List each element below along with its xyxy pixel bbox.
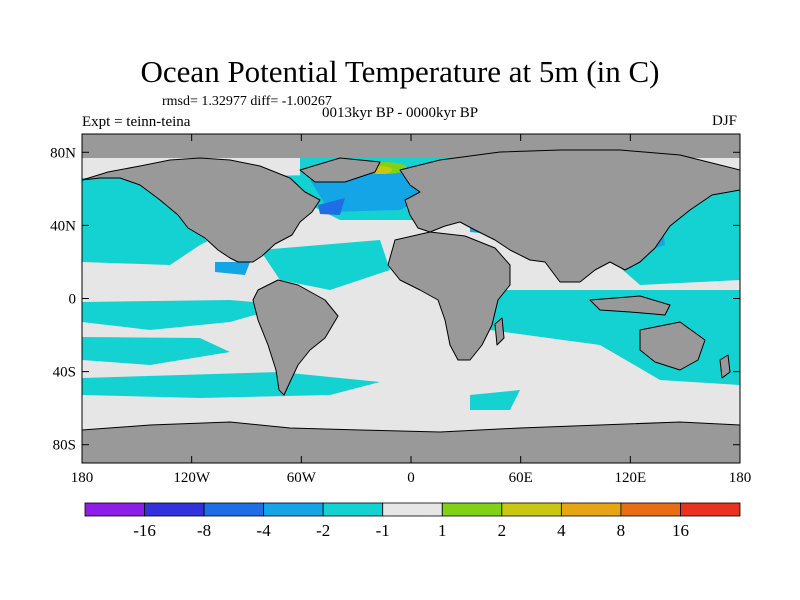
- colorbar-level-label: -2: [316, 521, 330, 540]
- x-tick-label: 180: [71, 470, 94, 486]
- x-tick-label: 120E: [614, 470, 646, 486]
- land-maritime-continent: [589, 295, 671, 316]
- land-africa: [387, 231, 511, 361]
- y-tick-label: 80N: [50, 145, 76, 161]
- colorbar-swatch: [84, 502, 145, 517]
- tropical-pacific-cool-band: [82, 300, 290, 330]
- colorbar-level-label: 4: [557, 521, 566, 540]
- land-greenland: [299, 157, 381, 183]
- gulf-stream-strong-cool: [318, 198, 345, 215]
- y-tick-label: 40N: [50, 218, 76, 234]
- x-tick-label: 0: [407, 470, 415, 486]
- stats-line: rmsd= 1.32977 diff= -1.00267: [162, 94, 332, 109]
- colorbar-swatch: [322, 502, 384, 517]
- colorbar-level-label: 16: [672, 521, 689, 540]
- colorbar-level-label: 2: [498, 521, 507, 540]
- land-antarctica: [82, 421, 740, 463]
- x-tick-label: 120W: [173, 470, 211, 486]
- land-australia: [639, 321, 706, 371]
- colorbar-swatch: [501, 502, 562, 517]
- colorbar-level-label: 1: [438, 521, 447, 540]
- x-tick-label: 60W: [287, 470, 317, 486]
- southern-ocean-cool-band-west: [82, 372, 380, 398]
- colorbar-swatch: [680, 502, 741, 517]
- x-tick-label: 180: [729, 470, 752, 486]
- colorbar-level-label: 8: [617, 521, 626, 540]
- colorbar-level-label: -4: [257, 521, 272, 540]
- colorbar-swatch: [620, 502, 681, 517]
- colorbar-level-label: -16: [133, 521, 156, 540]
- y-tick-label: 0: [69, 292, 77, 308]
- land-north-america: [82, 157, 321, 263]
- period-label: 0013kyr BP - 0000kyr BP: [322, 105, 479, 121]
- land-masses: [82, 134, 740, 463]
- land-south-america: [252, 279, 339, 396]
- colorbar-swatch: [560, 502, 622, 517]
- land-madagascar: [494, 317, 505, 346]
- experiment-label: Expt = teinn-teina: [82, 114, 191, 130]
- land-eurasia: [399, 149, 740, 283]
- colorbar-swatch: [263, 502, 324, 517]
- colorbar-swatch: [382, 502, 443, 517]
- north-atlantic-subtropic-cool: [260, 240, 390, 290]
- land-new-zealand: [719, 354, 731, 379]
- plot-title: Ocean Potential Temperature at 5m (in C): [140, 54, 660, 89]
- colorbar-swatch: [203, 502, 265, 517]
- south-pacific-cool-band: [82, 337, 230, 365]
- colorbar-level-label: -8: [197, 521, 211, 540]
- x-tick-label: 60E: [509, 470, 533, 486]
- colorbar-level-label: -1: [376, 521, 390, 540]
- caribbean-moderate-cool: [215, 262, 250, 275]
- axis-ticks: 180 120W 60W 0 60E 120E 180 80N 40N 0 40S 80S: [50, 134, 751, 486]
- colorbar-swatch: [441, 502, 503, 517]
- map-plot-area: [82, 134, 740, 463]
- colorbar: -16 -8 -4 -2 -1 1 2 4 8 16: [84, 502, 741, 540]
- colorbar-swatch: [144, 502, 205, 517]
- southern-indian-cool-patch: [470, 390, 520, 410]
- y-tick-label: 80S: [53, 438, 76, 454]
- y-tick-label: 40S: [53, 365, 76, 381]
- season-label: DJF: [712, 113, 738, 129]
